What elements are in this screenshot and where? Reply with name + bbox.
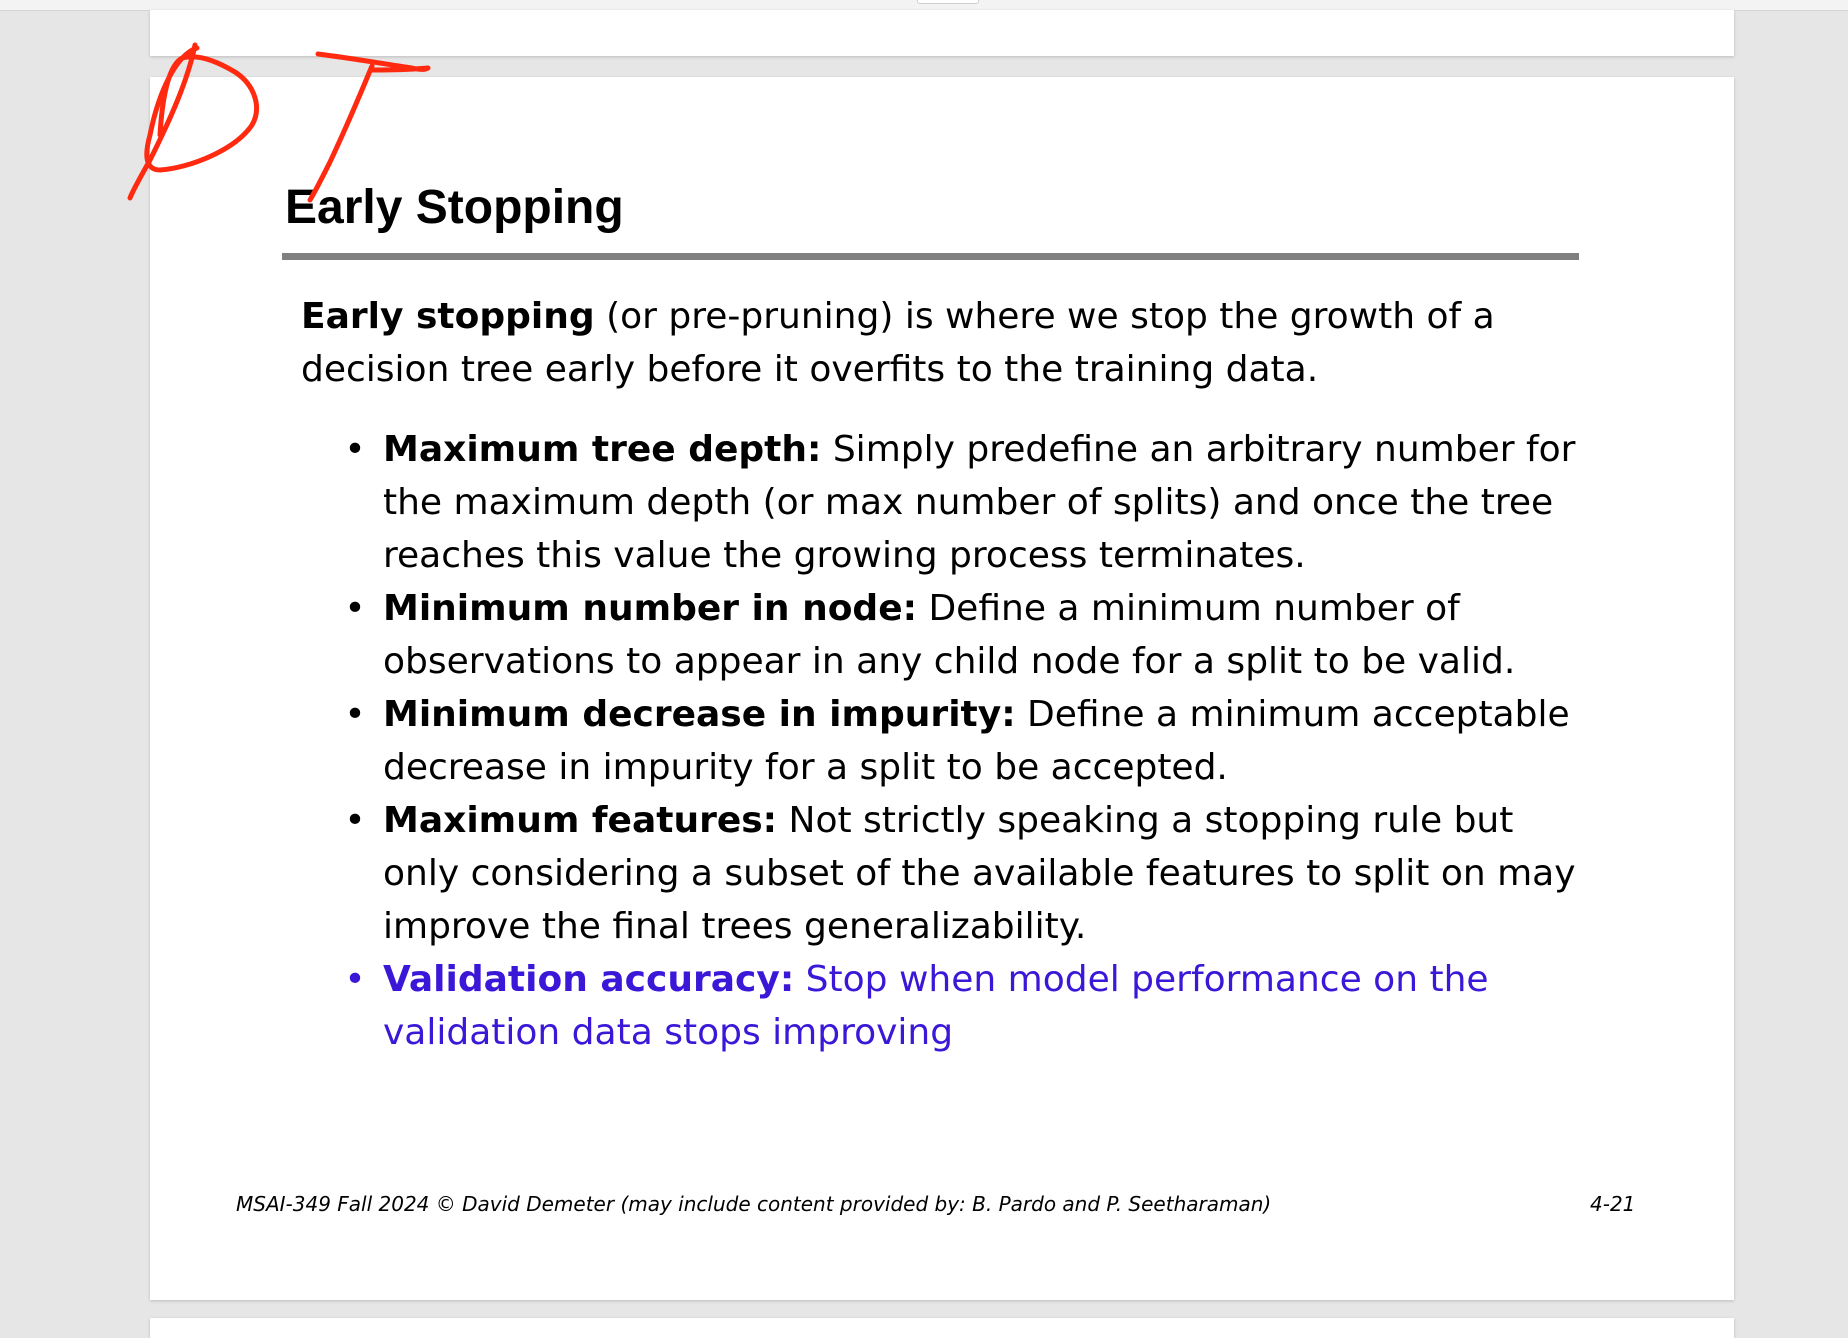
title-underline	[282, 253, 1579, 260]
bullet-term: Minimum number in node:	[383, 588, 918, 629]
bullet-validation-accuracy: • Validation accuracy: Stop when model pe…	[340, 953, 1580, 1059]
toolbar-handle[interactable]	[917, 0, 979, 4]
footer-credit: MSAI-349 Fall 2024 © David Demeter (may …	[236, 1192, 1272, 1216]
bullet-term: Maximum features:	[383, 800, 778, 841]
intro-text: (or pre-pruning) is where we stop the gr…	[301, 296, 1495, 390]
page-number: 4-21	[1590, 1192, 1636, 1216]
bullet-min-number-in-node: • Minimum number in node: Define a minimu…	[340, 582, 1580, 688]
bullet-dot: •	[344, 800, 366, 841]
bullet-term: Maximum tree depth:	[383, 429, 822, 470]
bullet-list: • Maximum tree depth: Simply predefine an…	[340, 423, 1580, 1059]
bullet-dot: •	[344, 429, 366, 470]
bullet-max-features: • Maximum features: Not strictly speaking…	[340, 794, 1580, 953]
bullet-dot: •	[344, 694, 366, 735]
bullet-text: Define a minimum number of observations …	[383, 588, 1516, 682]
bullet-term: Validation accuracy:	[383, 959, 795, 1000]
ink-letter-t-top	[315, 51, 431, 73]
bullet-text: Simply predefine an arbitrary number for…	[383, 429, 1576, 576]
intro-paragraph: Early stopping (or pre-pruning) is where…	[301, 290, 1601, 396]
bullet-text: Define a minimum acceptable decrease in …	[383, 694, 1570, 788]
bullet-dot: •	[344, 959, 366, 1000]
bullet-term: Minimum decrease in impurity:	[383, 694, 1016, 735]
bullet-text: Stop when model performance on the valid…	[383, 959, 1489, 1053]
bullet-text: Not strictly speaking a stopping rule bu…	[383, 800, 1576, 947]
previous-page	[150, 10, 1734, 56]
bullet-max-tree-depth: • Maximum tree depth: Simply predefine an…	[340, 423, 1580, 582]
bullet-dot: •	[344, 588, 366, 629]
slide-page: Early Stopping Early stopping (or pre-pr…	[150, 77, 1734, 1300]
bullet-min-decrease-impurity: • Minimum decrease in impurity: Define a …	[340, 688, 1580, 794]
intro-term: Early stopping	[301, 296, 595, 337]
next-page	[150, 1318, 1734, 1338]
slide-title: Early Stopping	[285, 181, 624, 234]
